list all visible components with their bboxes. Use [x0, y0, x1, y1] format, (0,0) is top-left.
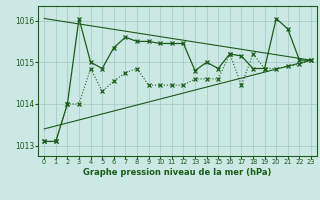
X-axis label: Graphe pression niveau de la mer (hPa): Graphe pression niveau de la mer (hPa) [84, 168, 272, 177]
